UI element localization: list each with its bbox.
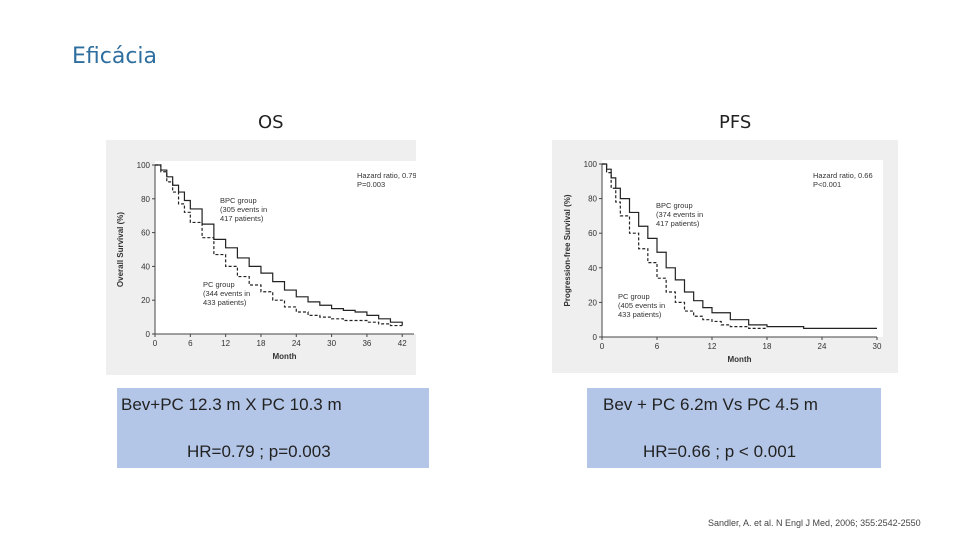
pfs-annotation: (374 events in: [656, 210, 703, 219]
os-annotation: P=0.003: [357, 180, 385, 189]
pfs-y-tick-label: 80: [588, 195, 597, 204]
os-y-tick-label: 20: [141, 296, 150, 305]
pfs-x-tick-label: 12: [708, 342, 717, 351]
pfs-annotation: P<0.001: [813, 180, 841, 189]
os-chart-panel: 0 20 40 60 80 100 0 6 12 18 24 30 36 42 Month Overall S…: [106, 140, 416, 375]
pfs-x-tick-label: 6: [655, 342, 660, 351]
os-annotation: 433 patients): [203, 298, 247, 307]
os-y-tick-label: 80: [141, 195, 150, 204]
pfs-x-axis-label: Month: [728, 355, 752, 364]
pfs-hazard-ratio: HR=0.66 ; p < 0.001: [643, 442, 797, 461]
pfs-y-tick-label: 60: [588, 229, 597, 238]
os-series-pc-line: [155, 164, 403, 327]
os-y-tick-label: 60: [141, 229, 150, 238]
pfs-x-tick-label: 0: [600, 342, 605, 351]
os-x-tick-label: 30: [327, 339, 336, 348]
pfs-y-tick-label: 0: [593, 333, 598, 342]
os-y-axis-label: Overall Survival (%): [116, 212, 125, 287]
os-annotation: 417 patients): [220, 214, 264, 223]
pfs-annotation: 417 patients): [656, 219, 700, 228]
os-x-tick-label: 12: [221, 339, 230, 348]
os-heading: OS: [258, 112, 284, 133]
os-hazard-ratio: HR=0.79 ; p=0.003: [187, 442, 331, 461]
pfs-summary-box: Bev + PC 6.2m Vs PC 4.5 m HR=0.66 ; p < …: [587, 388, 881, 468]
citation: Sandler, A. et al. N Engl J Med, 2006; 3…: [708, 518, 921, 528]
os-x-tick-label: 6: [188, 339, 193, 348]
os-summary-box: Bev+PC 12.3 m X PC 10.3 m HR=0.79 ; p=0.…: [117, 388, 429, 468]
pfs-chart-panel: 0 20 40 60 80 100 0 6 12 18 24 30 Month Progression-f…: [552, 140, 898, 373]
os-y-tick-label: 100: [137, 161, 151, 170]
os-annotation: PC group: [203, 280, 235, 289]
pfs-chart: 0 20 40 60 80 100 0 6 12 18 24 30 Month Progression-f…: [563, 160, 883, 364]
pfs-annotation: PC group: [618, 292, 650, 301]
os-x-tick-label: 0: [153, 339, 158, 348]
pfs-median-comparison: Bev + PC 6.2m Vs PC 4.5 m: [603, 395, 818, 414]
pfs-plot-area: [602, 160, 883, 337]
slide-title: Eficácia: [72, 44, 158, 69]
pfs-annotation: Hazard ratio, 0.66: [813, 171, 873, 180]
os-median-comparison: Bev+PC 12.3 m X PC 10.3 m: [121, 395, 342, 414]
pfs-x-tick-label: 18: [763, 342, 772, 351]
pfs-annotation: (405 events in: [618, 301, 665, 310]
pfs-x-tick-label: 30: [873, 342, 882, 351]
os-chart: 0 20 40 60 80 100 0 6 12 18 24 30 36 42 Month Overall S…: [116, 161, 416, 361]
os-x-tick-label: 42: [398, 339, 407, 348]
pfs-x-tick-label: 24: [818, 342, 827, 351]
pfs-y-tick-label: 40: [588, 264, 597, 273]
os-annotation: Hazard ratio, 0.79: [357, 171, 416, 180]
os-annotation: (344 events in: [203, 289, 250, 298]
pfs-y-tick-label: 20: [588, 298, 597, 307]
os-x-tick-label: 18: [257, 339, 266, 348]
os-plot-area: [155, 161, 416, 334]
os-x-tick-label: 24: [292, 339, 301, 348]
os-annotation: BPC group: [220, 196, 257, 205]
pfs-y-axis-label: Progression-free Survival (%): [563, 194, 572, 306]
pfs-series-pc-line: [602, 163, 767, 329]
os-x-tick-label: 36: [362, 339, 371, 348]
os-y-tick-label: 0: [146, 330, 151, 339]
pfs-series-bpc-line: [602, 163, 877, 329]
pfs-y-tick-label: 100: [584, 160, 598, 169]
os-annotation: (305 events in: [220, 205, 267, 214]
os-y-tick-label: 40: [141, 262, 150, 271]
pfs-annotation: BPC group: [656, 201, 693, 210]
pfs-annotation: 433 patients): [618, 310, 662, 319]
pfs-heading: PFS: [719, 112, 752, 133]
os-x-axis-label: Month: [273, 352, 297, 361]
